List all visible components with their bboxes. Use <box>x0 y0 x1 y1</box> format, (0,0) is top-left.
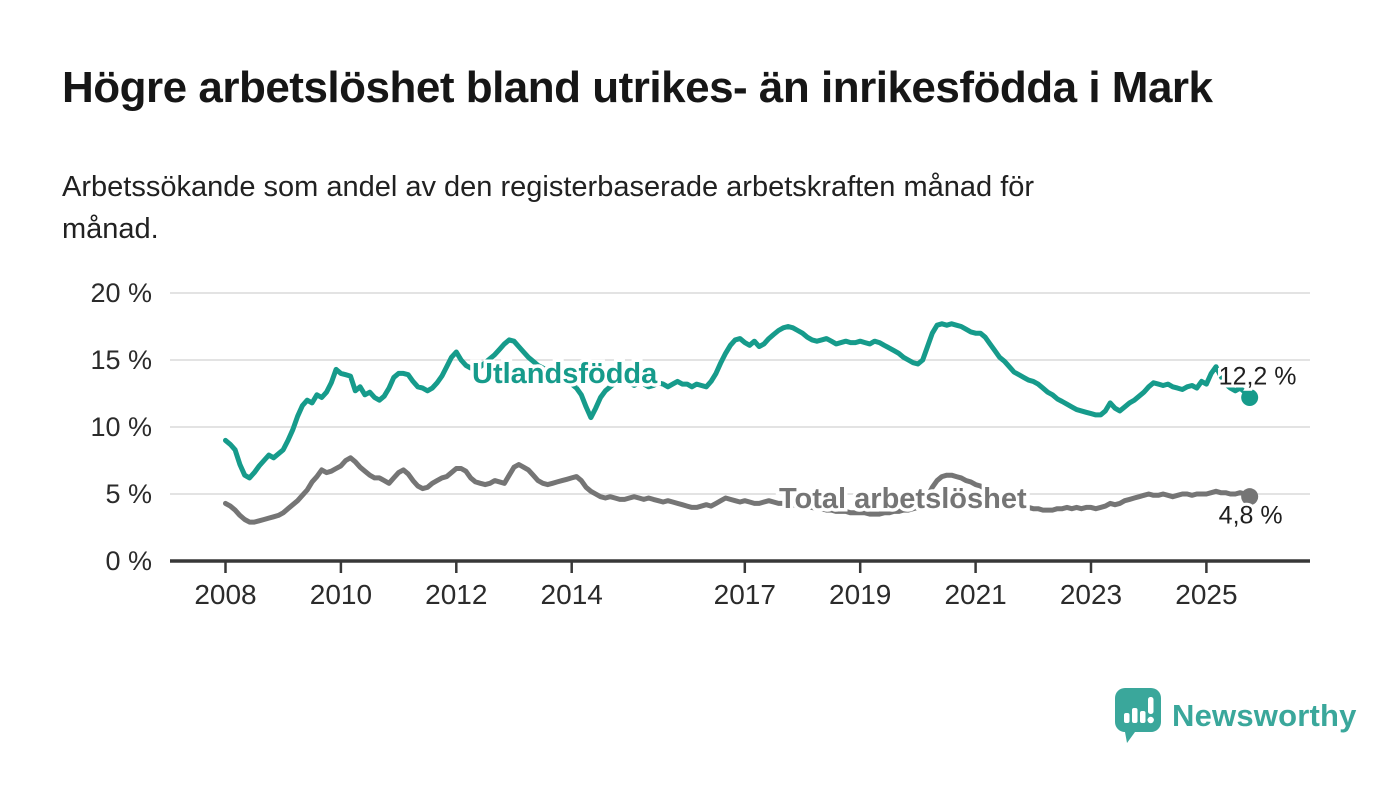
newsworthy-logo[interactable]: Newsworthy <box>1115 688 1357 744</box>
series-line-utlandsf-dda <box>223 321 1253 481</box>
series-inline-label: Total arbetslöshet <box>779 483 1027 515</box>
y-axis-tick-label: 5 % <box>105 479 152 509</box>
logo-bar-3 <box>1140 711 1146 723</box>
y-axis-tick-label: 20 % <box>90 278 152 308</box>
x-axis-tick-label: 2012 <box>425 579 487 610</box>
x-axis-tick-label: 2025 <box>1175 579 1237 610</box>
x-axis-tick-label: 2019 <box>829 579 891 610</box>
series-inline-label: Utlandsfödda <box>472 358 658 390</box>
page-subtitle: Arbetssökande som andel av den registerb… <box>62 171 1035 246</box>
series-end-dot <box>1241 488 1259 506</box>
x-axis-tick-label: 2010 <box>310 579 372 610</box>
series-end-value-label: 12,2 % <box>1219 363 1297 391</box>
x-axis-tick-label: 2023 <box>1060 579 1122 610</box>
y-axis-tick-label: 0 % <box>105 546 152 576</box>
y-axis-tick-label: 15 % <box>90 345 152 375</box>
x-axis-tick-label: 2021 <box>944 579 1006 610</box>
logo-bar-1 <box>1124 713 1130 723</box>
y-axis-tick-label: 10 % <box>90 412 152 442</box>
logo-bar-2 <box>1132 708 1138 723</box>
brand-name: Newsworthy <box>1172 698 1357 733</box>
logo-exclamation-stem <box>1148 697 1154 714</box>
series-end-dot <box>1241 389 1259 407</box>
logo-exclamation-dot <box>1147 716 1154 724</box>
x-axis-tick-label: 2017 <box>714 579 776 610</box>
series-end-value-label: 4,8 % <box>1219 502 1283 530</box>
x-axis-tick-label: 2008 <box>194 579 256 610</box>
page-title: Högre arbetslöshet bland utrikes- än inr… <box>62 63 1213 112</box>
newsworthy-logo-icon <box>1115 688 1161 743</box>
series-line-total-arbetsl-shet <box>223 455 1253 525</box>
logo-bubble <box>1115 688 1161 743</box>
x-axis-tick-label: 2014 <box>541 579 603 610</box>
